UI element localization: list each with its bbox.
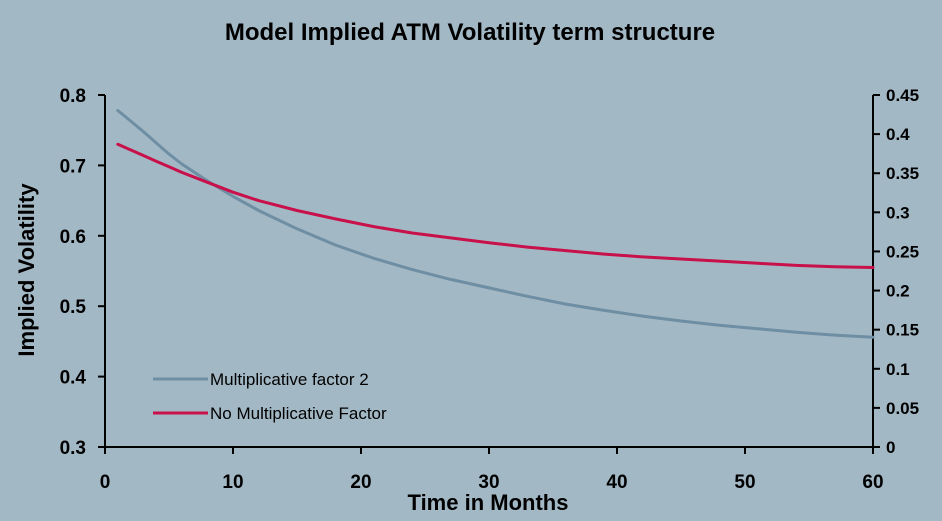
y2-tick-label: 0.35 — [886, 164, 919, 183]
y-tick-label: 0.6 — [60, 227, 86, 248]
y2-tick-label: 0.25 — [886, 242, 919, 261]
x-axis-title: Time in Months — [408, 490, 569, 515]
y2-tick-label: 0.1 — [886, 360, 910, 379]
legend-label: No Multiplicative Factor — [210, 404, 387, 423]
y-tick-label: 0.3 — [60, 438, 86, 459]
y2-tick-label: 0.45 — [886, 86, 919, 105]
y2-tick-label: 0.3 — [886, 203, 910, 222]
x-tick-label: 60 — [862, 472, 883, 493]
series-line-1 — [116, 109, 875, 339]
x-tick-label: 10 — [222, 472, 243, 493]
y2-tick-label: 0 — [886, 438, 895, 457]
y-axis-ticks: 0.3 0.4 0.5 0.6 0.7 0.8 — [60, 86, 105, 459]
y-tick-label: 0.5 — [60, 297, 87, 318]
y-tick-label: 0.7 — [60, 156, 86, 177]
chart-title: Model Implied ATM Volatility term struct… — [225, 19, 715, 46]
x-tick-label: 50 — [734, 472, 755, 493]
y2-axis-ticks: 0 0.05 0.1 0.15 0.2 0.25 0.3 0.35 0.4 0.45 — [873, 86, 919, 457]
chart-legend: Multiplicative factor 2 No Multiplicative… — [153, 370, 387, 423]
x-axis-ticks: 0 10 20 30 40 50 60 — [100, 447, 884, 493]
x-tick-label: 40 — [606, 472, 627, 493]
x-tick-label: 0 — [100, 472, 111, 493]
x-tick-label: 30 — [478, 472, 499, 493]
y2-tick-label: 0.15 — [886, 321, 919, 340]
y-tick-label: 0.4 — [60, 368, 87, 389]
x-tick-label: 20 — [350, 472, 371, 493]
y2-tick-label: 0.2 — [886, 282, 910, 301]
series-line-2 — [116, 142, 875, 269]
legend-label: Multiplicative factor 2 — [210, 370, 369, 389]
y-axis-title: Implied Volatility — [14, 183, 39, 357]
series-layer — [116, 109, 875, 339]
y-tick-label: 0.8 — [60, 86, 86, 107]
y2-tick-label: 0.05 — [886, 399, 919, 418]
y2-tick-label: 0.4 — [886, 125, 910, 144]
